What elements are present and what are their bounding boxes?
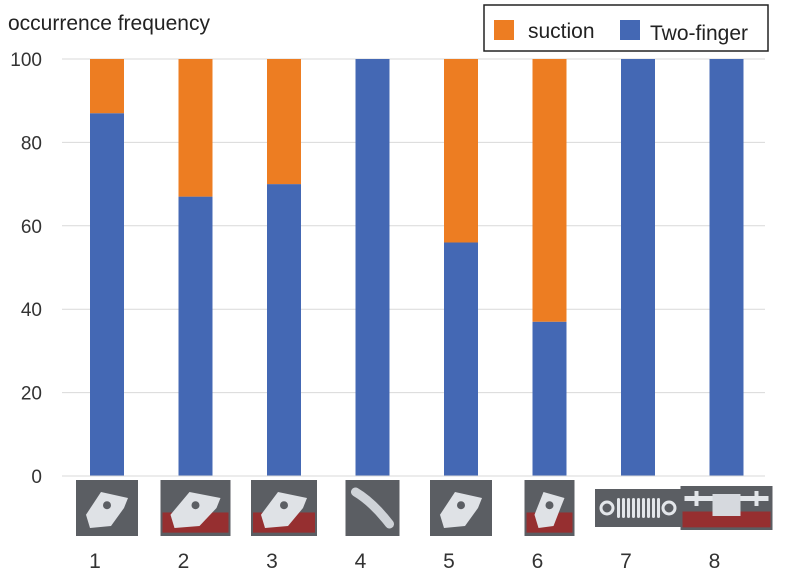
bar-two-finger-3 (267, 184, 301, 476)
curved-link-part-thumbnail (345, 480, 400, 536)
y-axis-label: occurrence frequency (8, 12, 210, 35)
y-tick-label: 20 (21, 384, 42, 405)
clamp-part-thumbnail (430, 480, 492, 536)
part-thumbnails (76, 480, 773, 536)
bar-two-finger-7 (621, 59, 655, 476)
legend: suction Two-finger (483, 4, 769, 52)
x-tick-label: 1 (89, 550, 101, 573)
bar-suction-2 (178, 59, 213, 197)
x-tick-label: 8 (709, 550, 721, 573)
stamped-bracket-part-thumbnail (524, 480, 575, 536)
shaft-assembly-thumbnail (680, 486, 773, 530)
bar-two-finger-8 (709, 59, 744, 476)
x-tick-label: 4 (355, 550, 367, 573)
plate-part-thumbnail (160, 480, 231, 536)
x-tick-label: 2 (178, 550, 190, 573)
bar-two-finger-5 (444, 242, 478, 476)
y-axis-ticks: 0 20 40 60 80 100 (10, 50, 42, 488)
y-tick-label: 80 (21, 133, 42, 154)
legend-label-suction: suction (528, 20, 595, 43)
bar-two-finger-1 (90, 113, 124, 477)
bar-two-finger-6 (532, 321, 567, 476)
y-tick-label: 40 (21, 300, 42, 321)
legend-swatch-suction (494, 20, 514, 40)
legend-swatch-two-finger (620, 20, 640, 40)
bar-two-finger-4 (355, 59, 390, 476)
y-tick-label: 100 (10, 50, 42, 71)
bracket-part-thumbnail (76, 480, 138, 536)
bar-suction-5 (444, 59, 478, 243)
x-tick-label: 7 (620, 550, 632, 573)
bar-two-finger-2 (178, 196, 213, 477)
gridlines (62, 58, 765, 394)
bar-suction-1 (90, 59, 124, 114)
bar-suction-3 (267, 59, 301, 185)
x-tick-label: 3 (266, 550, 278, 573)
bars (90, 59, 744, 477)
x-tick-label: 6 (532, 550, 544, 573)
legend-label-two-finger: Two-finger (650, 22, 748, 45)
y-tick-label: 60 (21, 217, 42, 238)
bent-frame-part-thumbnail (251, 480, 317, 536)
x-axis-ticks: 1 2 3 4 5 6 7 8 (89, 550, 720, 573)
x-tick-label: 5 (443, 550, 455, 573)
coil-spring-thumbnail (595, 489, 681, 527)
y-tick-label: 0 (31, 467, 42, 488)
bar-suction-6 (532, 59, 567, 322)
